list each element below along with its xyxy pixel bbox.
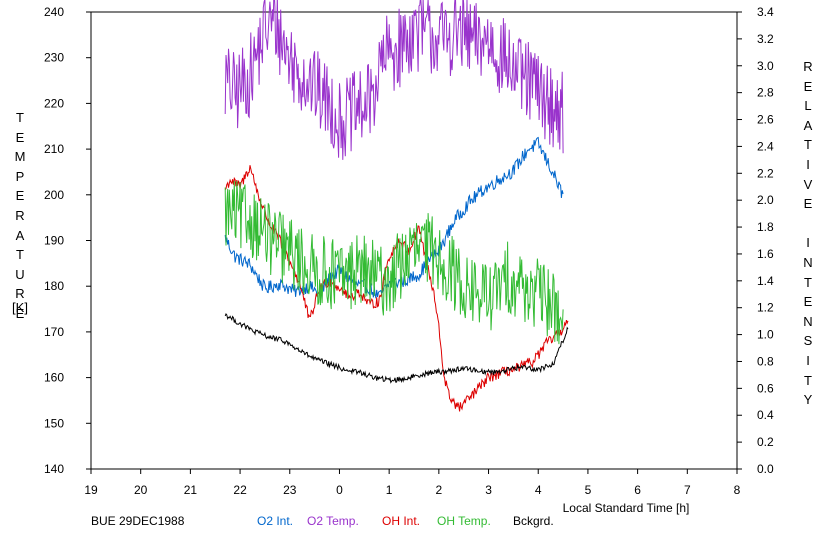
x-tick-label: 3 [485,483,492,497]
y-axis-left-letter: P [15,168,25,184]
y-axis-right-letter: I [806,352,810,368]
y-right-tick-label: 1.8 [757,220,774,234]
y-axis-right-letter: Y [803,392,813,408]
legend-o2-int: O2 Int. [257,514,294,528]
legend-o2-temp: O2 Temp. [307,514,359,528]
y-left-tick-label: 220 [44,96,64,110]
y-right-tick-label: 1.4 [757,274,774,288]
x-tick-label: 22 [233,483,247,497]
axes-layer: 19 20 21 22 23 0 1 2 3 4 5 6 7 8140150160170180190200… [44,5,774,497]
x-tick-label: 1 [386,483,393,497]
series-layer [224,0,569,412]
y-axis-right-letter: I [806,156,810,172]
y-right-tick-label: 1.2 [757,301,774,315]
y-right-tick-label: 2.2 [757,166,774,180]
y-axis-right-letter: T [804,274,812,290]
x-tick-label: 8 [734,483,741,497]
y-axis-right-letter: V [803,176,813,192]
y-axis-left-letter: R [15,207,25,223]
series-line-bckgrd [224,313,569,384]
y-left-tick-label: 190 [44,234,64,248]
y-left-tick-label: 240 [44,5,64,19]
y-axis-left-letter: E [15,305,25,321]
y-right-tick-label: 0.2 [757,435,774,449]
y-axis-right-letter: N [803,254,813,270]
x-tick-label: 21 [184,483,198,497]
x-tick-label: 0 [336,483,343,497]
x-axis-title: Local Standard Time [h] [563,501,690,515]
y-axis-left-letter: T [16,110,24,125]
y-axis-left-letter: E [15,129,25,145]
y-left-tick-label: 200 [44,188,64,202]
x-tick-label: 19 [84,483,98,497]
x-tick-label: 2 [436,483,443,497]
y-right-tick-label: 0.4 [757,408,774,422]
y-axis-left-letter: E [15,188,25,204]
y-axis-left-letter: M [14,149,26,165]
y-left-tick-label: 170 [44,325,64,339]
x-tick-label: 7 [684,483,691,497]
y-left-tick-label: 160 [44,371,64,385]
y-right-tick-label: 3.4 [757,5,774,19]
y-right-tick-label: 2.6 [757,113,774,127]
y-axis-right-letter: N [803,313,813,329]
x-tick-label: 4 [535,483,542,497]
y-left-tick-label: 230 [44,51,64,65]
y-axis-right-letter: R [803,59,813,74]
legend-oh-temp: OH Temp. [437,514,491,528]
series-line-o2-temp [224,0,564,160]
y-right-tick-label: 0.6 [757,381,774,395]
y-axis-left-letter: U [15,266,25,282]
y-right-tick-label: 1.6 [757,247,774,261]
station-label: BUE 29DEC1988 [91,514,185,528]
legend-oh-int: OH Int. [382,514,421,528]
series-line-oh-temp [224,180,564,345]
x-tick-label: 20 [134,483,148,497]
y-left-tick-label: 150 [44,416,64,430]
x-tick-label: 23 [283,483,297,497]
x-tick-label: 5 [585,483,592,497]
y-axis-right-letter: A [803,117,813,133]
x-tick-label: 6 [634,483,641,497]
y-axis-right-gap [798,214,818,234]
y-axis-left-letter: R [15,286,25,302]
y-right-tick-label: 0.0 [757,462,774,476]
y-axis-right-letter: E [803,196,813,212]
y-right-tick-label: 2.0 [757,193,774,207]
y-left-tick-label: 180 [44,279,64,293]
y-right-tick-label: 3.0 [757,59,774,73]
y-right-tick-label: 1.0 [757,328,774,342]
y-right-tick-label: 2.8 [757,86,774,100]
legend: BUE 29DEC1988 O2 Int. O2 Temp. OH Int. O… [0,514,828,532]
y-axis-left-letter: A [15,227,25,243]
y-axis-right-letter: L [804,98,812,114]
y-axis-right-letter: T [804,137,812,153]
y-right-tick-label: 3.2 [757,32,774,46]
y-left-tick-label: 210 [44,142,64,156]
y-left-tick-label: 140 [44,462,64,476]
y-axis-right-letter: I [806,235,810,251]
y-right-tick-label: 0.8 [757,354,774,368]
y-axis-left-letter: T [16,247,24,263]
y-axis-right-letter: E [803,294,813,310]
y-axis-right-letter: E [803,78,813,94]
y-axis-right-letter: T [804,372,812,388]
legend-bckgrd: Bckgrd. [513,514,554,528]
y-axis-left-unit: [K] [12,300,28,315]
y-right-tick-label: 2.4 [757,139,774,153]
y-axis-right-letter: S [803,333,813,349]
